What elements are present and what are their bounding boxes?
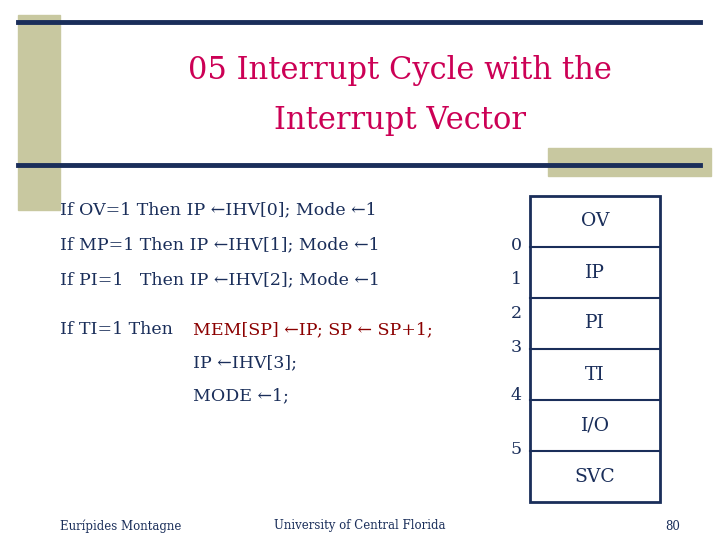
- Text: IP ←IHV[3];: IP ←IHV[3];: [193, 354, 297, 372]
- Text: If OV=1 Then IP ←IHV[0]; Mode ←1: If OV=1 Then IP ←IHV[0]; Mode ←1: [60, 201, 377, 219]
- Text: University of Central Florida: University of Central Florida: [274, 519, 446, 532]
- Text: TI: TI: [585, 366, 605, 383]
- Text: 80: 80: [665, 519, 680, 532]
- Text: 05 Interrupt Cycle with the: 05 Interrupt Cycle with the: [188, 55, 612, 85]
- Text: IP: IP: [585, 264, 605, 281]
- Text: 2: 2: [510, 306, 521, 322]
- Bar: [18, 15, 60, 210]
- Text: MODE ←1;: MODE ←1;: [193, 388, 289, 404]
- Text: SVC: SVC: [575, 468, 616, 485]
- Text: If MP=1 Then IP ←IHV[1]; Mode ←1: If MP=1 Then IP ←IHV[1]; Mode ←1: [60, 237, 379, 253]
- Text: Interrupt Vector: Interrupt Vector: [274, 105, 526, 136]
- Text: 3: 3: [510, 340, 521, 356]
- Bar: [548, 148, 711, 176]
- Text: 1: 1: [510, 272, 521, 288]
- Text: 5: 5: [510, 442, 521, 458]
- Text: MEM[SP] ←IP; SP ← SP+1;: MEM[SP] ←IP; SP ← SP+1;: [193, 321, 433, 339]
- Text: OV: OV: [581, 213, 609, 231]
- Text: If TI=1 Then: If TI=1 Then: [60, 321, 184, 339]
- Text: PI: PI: [585, 314, 605, 333]
- Bar: [530, 196, 660, 502]
- Text: 0: 0: [510, 237, 521, 253]
- Text: Eurípides Montagne: Eurípides Montagne: [60, 519, 181, 533]
- Text: 4: 4: [510, 388, 521, 404]
- Text: If PI=1   Then IP ←IHV[2]; Mode ←1: If PI=1 Then IP ←IHV[2]; Mode ←1: [60, 272, 380, 288]
- Text: I/O: I/O: [580, 416, 610, 435]
